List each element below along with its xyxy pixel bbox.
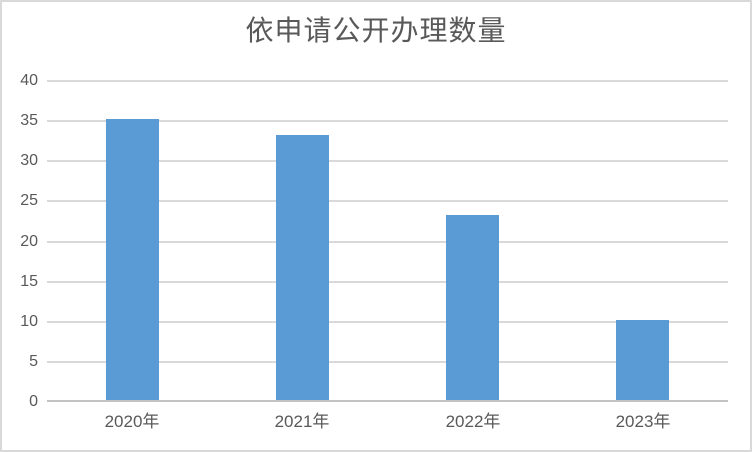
y-tick-label-20: 20: [20, 233, 38, 250]
x-tick-label-2022年: 2022年: [445, 412, 501, 431]
gridline-y-35: [47, 120, 728, 122]
bar-2023年: [616, 320, 669, 400]
y-tick-label-0: 0: [29, 393, 38, 410]
y-tick-label-40: 40: [20, 72, 38, 89]
y-tick-label-25: 25: [20, 192, 38, 209]
y-tick-label-35: 35: [20, 112, 38, 129]
gridline-y-5: [47, 361, 728, 363]
x-tick-label-2020年: 2020年: [104, 412, 160, 431]
gridline-y-25: [47, 200, 728, 202]
gridline-y-30: [47, 160, 728, 162]
gridline-y-10: [47, 321, 728, 323]
y-tick-label-15: 15: [20, 273, 38, 290]
y-tick-label-10: 10: [20, 313, 38, 330]
bar-2022年: [446, 215, 499, 400]
y-tick-label-30: 30: [20, 152, 38, 169]
gridline-y-40: [47, 80, 728, 82]
gridline-y-20: [47, 241, 728, 243]
bar-2020年: [106, 119, 159, 400]
x-tick-label-2023年: 2023年: [615, 412, 671, 431]
bar-2021年: [276, 135, 329, 400]
chart-title: 依申请公开办理数量: [245, 15, 507, 46]
gridline-y-15: [47, 281, 728, 283]
x-tick-label-2021年: 2021年: [274, 412, 330, 431]
y-tick-label-5: 5: [29, 353, 38, 370]
plot-area: [47, 80, 728, 402]
